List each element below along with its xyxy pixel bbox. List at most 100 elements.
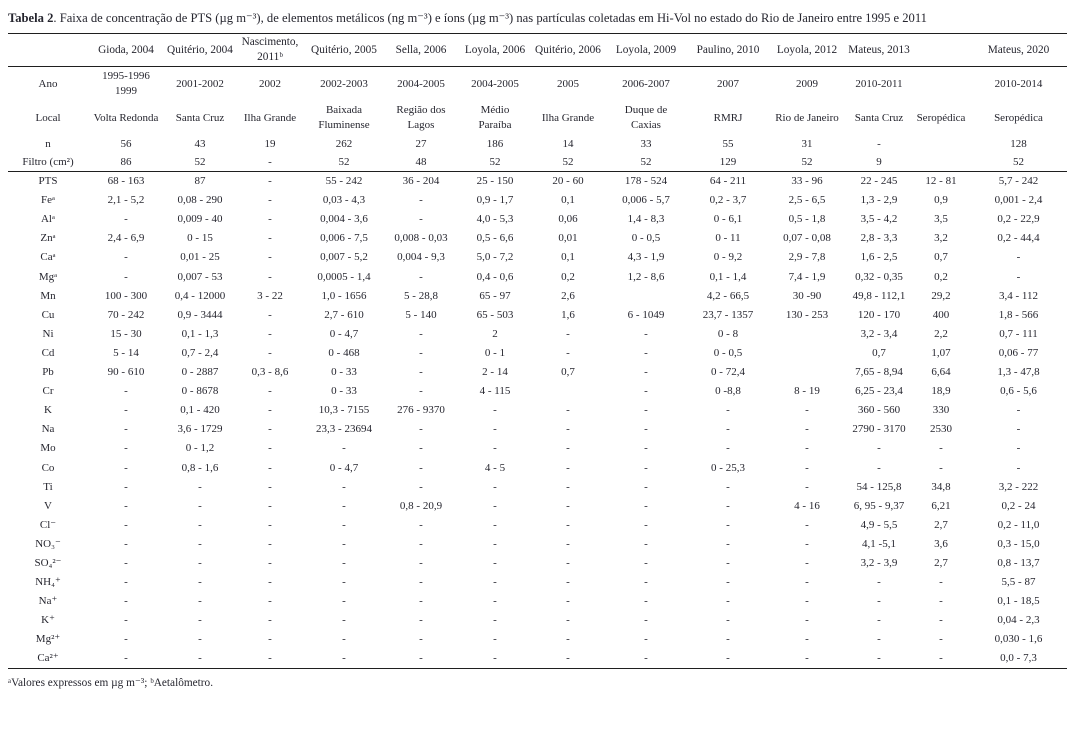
table-cell: 52 <box>801 155 813 168</box>
table-cell: 10,3 - 7155 <box>318 404 370 417</box>
table-cell: 5,5 - 87 <box>1001 576 1036 589</box>
table-cell: 12 - 81 <box>925 175 957 188</box>
table-cell: 23,3 - 23694 <box>316 423 372 436</box>
table-cell: - <box>268 385 272 398</box>
table-cell: - <box>644 518 648 531</box>
table-cell: 3,6 - 1729 <box>177 423 223 436</box>
table-cell: 20 - 60 <box>552 175 584 188</box>
author-header: Quitério, 2006 <box>535 43 601 56</box>
table-cell: 0,8 - 13,7 <box>997 556 1040 569</box>
table-cell: 178 - 524 <box>624 175 668 188</box>
table-cell: 2790 - 3170 <box>852 423 906 436</box>
table-cell: - <box>726 614 730 627</box>
row-label: K⁺ <box>41 614 55 627</box>
table-row: K - 0,1 - 420 - 10,3 - 7155 276 - 9370 - - - - - 36… <box>8 401 1067 420</box>
table-cell: 0,08 - 290 <box>177 194 223 207</box>
table-cell: - <box>1016 404 1021 417</box>
table-cell: - <box>268 251 272 264</box>
table-cell: - <box>493 480 497 493</box>
table-cell: 0,32 - 0,35 <box>855 270 903 283</box>
table-cell: 0,006 - 7,5 <box>320 232 368 245</box>
table-cell: - <box>268 270 272 283</box>
table-cell: 3,2 - 3,4 <box>860 327 898 340</box>
table-cell: 276 - 9370 <box>397 404 445 417</box>
table-cell: - <box>644 423 648 436</box>
table-cell: 0,8 - 1,6 <box>181 461 219 474</box>
table-cell: 0,7 - 111 <box>999 327 1038 340</box>
table-cell: 0,6 - 5,6 <box>1000 385 1037 398</box>
table-cell: 4,9 - 5,5 <box>860 518 898 531</box>
table-cell: 360 - 560 <box>857 404 901 417</box>
table-cell: 0 - 4,7 <box>329 461 359 474</box>
table-row: Pb 90 - 610 0 - 2887 0,3 - 8,6 0 - 33 - 2 - 14… <box>8 363 1067 382</box>
table-cell: - <box>726 423 730 436</box>
table-cell: 0,2 - 44,4 <box>997 232 1040 245</box>
table-cell: - <box>268 194 272 207</box>
table-cell: 1,4 - 8,3 <box>627 213 665 226</box>
table-cell: - <box>566 537 570 550</box>
row-label: Filtro (cm²) <box>22 155 74 168</box>
table-cell: 0 - 0,5 <box>713 346 743 359</box>
table-cell: 34,8 <box>931 480 951 493</box>
row-label: Alᵃ <box>40 213 55 226</box>
table-cell: 22 - 245 <box>860 175 898 188</box>
table-cell: - <box>877 137 881 150</box>
table-cell <box>912 153 970 172</box>
table-row: PTS 68 - 163 87 - 55 - 242 36 - 204 25 - 150 20… <box>8 171 1067 191</box>
table-cell: - <box>198 518 202 531</box>
table-cell: - <box>1016 270 1021 283</box>
table-cell: - <box>419 194 423 207</box>
row-label: Pb <box>42 366 54 379</box>
table-row: V - - - - 0,8 - 20,9 - - - - 4 - 16 6, 95 - 9,37 6,2… <box>8 496 1067 515</box>
table-cell: 2002 <box>259 77 281 90</box>
table-cell: 23,7 - 1357 <box>702 308 754 321</box>
table-cell: RMRJ <box>713 111 743 124</box>
table-cell: - <box>268 576 272 589</box>
table-cell: - <box>566 518 570 531</box>
table-cell: 0 - 9,2 <box>713 251 743 264</box>
table-cell: Baixada Fluminense <box>318 104 370 131</box>
table-cell: 400 <box>932 308 950 321</box>
table-cell: 0,1 - 1,4 <box>709 270 747 283</box>
table-cell: 2002-2003 <box>320 77 368 90</box>
table-cell: 64 - 211 <box>709 175 747 188</box>
table-cell: 6, 95 - 9,37 <box>853 499 905 512</box>
table-cell: 0 - 2887 <box>181 366 219 379</box>
table-cell: - <box>268 175 272 188</box>
author-header: Loyola, 2012 <box>776 43 838 56</box>
table-cell: 186 <box>486 137 504 150</box>
table-cell: 52 <box>640 155 652 168</box>
table-cell: - <box>124 576 128 589</box>
table-cell: 3 - 22 <box>257 289 283 302</box>
table-cell: - <box>268 346 272 359</box>
table-cell: 56 <box>120 137 132 150</box>
table-cell: - <box>566 499 570 512</box>
table-cell: - <box>493 595 497 608</box>
table-cell: 0,2 - 3,7 <box>709 194 747 207</box>
table-cell: - <box>805 442 809 455</box>
table-cell: - <box>419 595 423 608</box>
table-cell: - <box>726 556 730 569</box>
measurement-section: PTS 68 - 163 87-55 - 242 36 - 204 25 - 150 20… <box>8 171 1067 668</box>
table-cell: 0,2 - 11,0 <box>997 518 1040 531</box>
table-cell: 87 <box>194 175 206 188</box>
table-cell: - <box>419 423 423 436</box>
table-cell: 8 - 19 <box>794 385 820 398</box>
table-cell: - <box>566 480 570 493</box>
table-cell: - <box>877 595 881 608</box>
table-cell: - <box>493 537 497 550</box>
table-cell: - <box>877 461 881 474</box>
table-cell: - <box>419 518 423 531</box>
table-cell: 0 - 468 <box>328 346 360 359</box>
table-cell: 19 <box>264 137 276 150</box>
table-cell: - <box>342 633 346 646</box>
table-cell: - <box>805 461 809 474</box>
table-cell: - <box>644 595 648 608</box>
table-cell: 130 - 253 <box>785 308 829 321</box>
table-cell: 1995-1996 1999 <box>102 70 150 97</box>
table-cell: - <box>124 404 128 417</box>
table-cell: - <box>419 327 423 340</box>
table-cell: 0,004 - 3,6 <box>320 213 368 226</box>
study-meta-section: Ano 1995-1996 1999 2001-2002 2002 2002-2003 2… <box>8 66 1067 172</box>
table-cell: - <box>726 442 730 455</box>
